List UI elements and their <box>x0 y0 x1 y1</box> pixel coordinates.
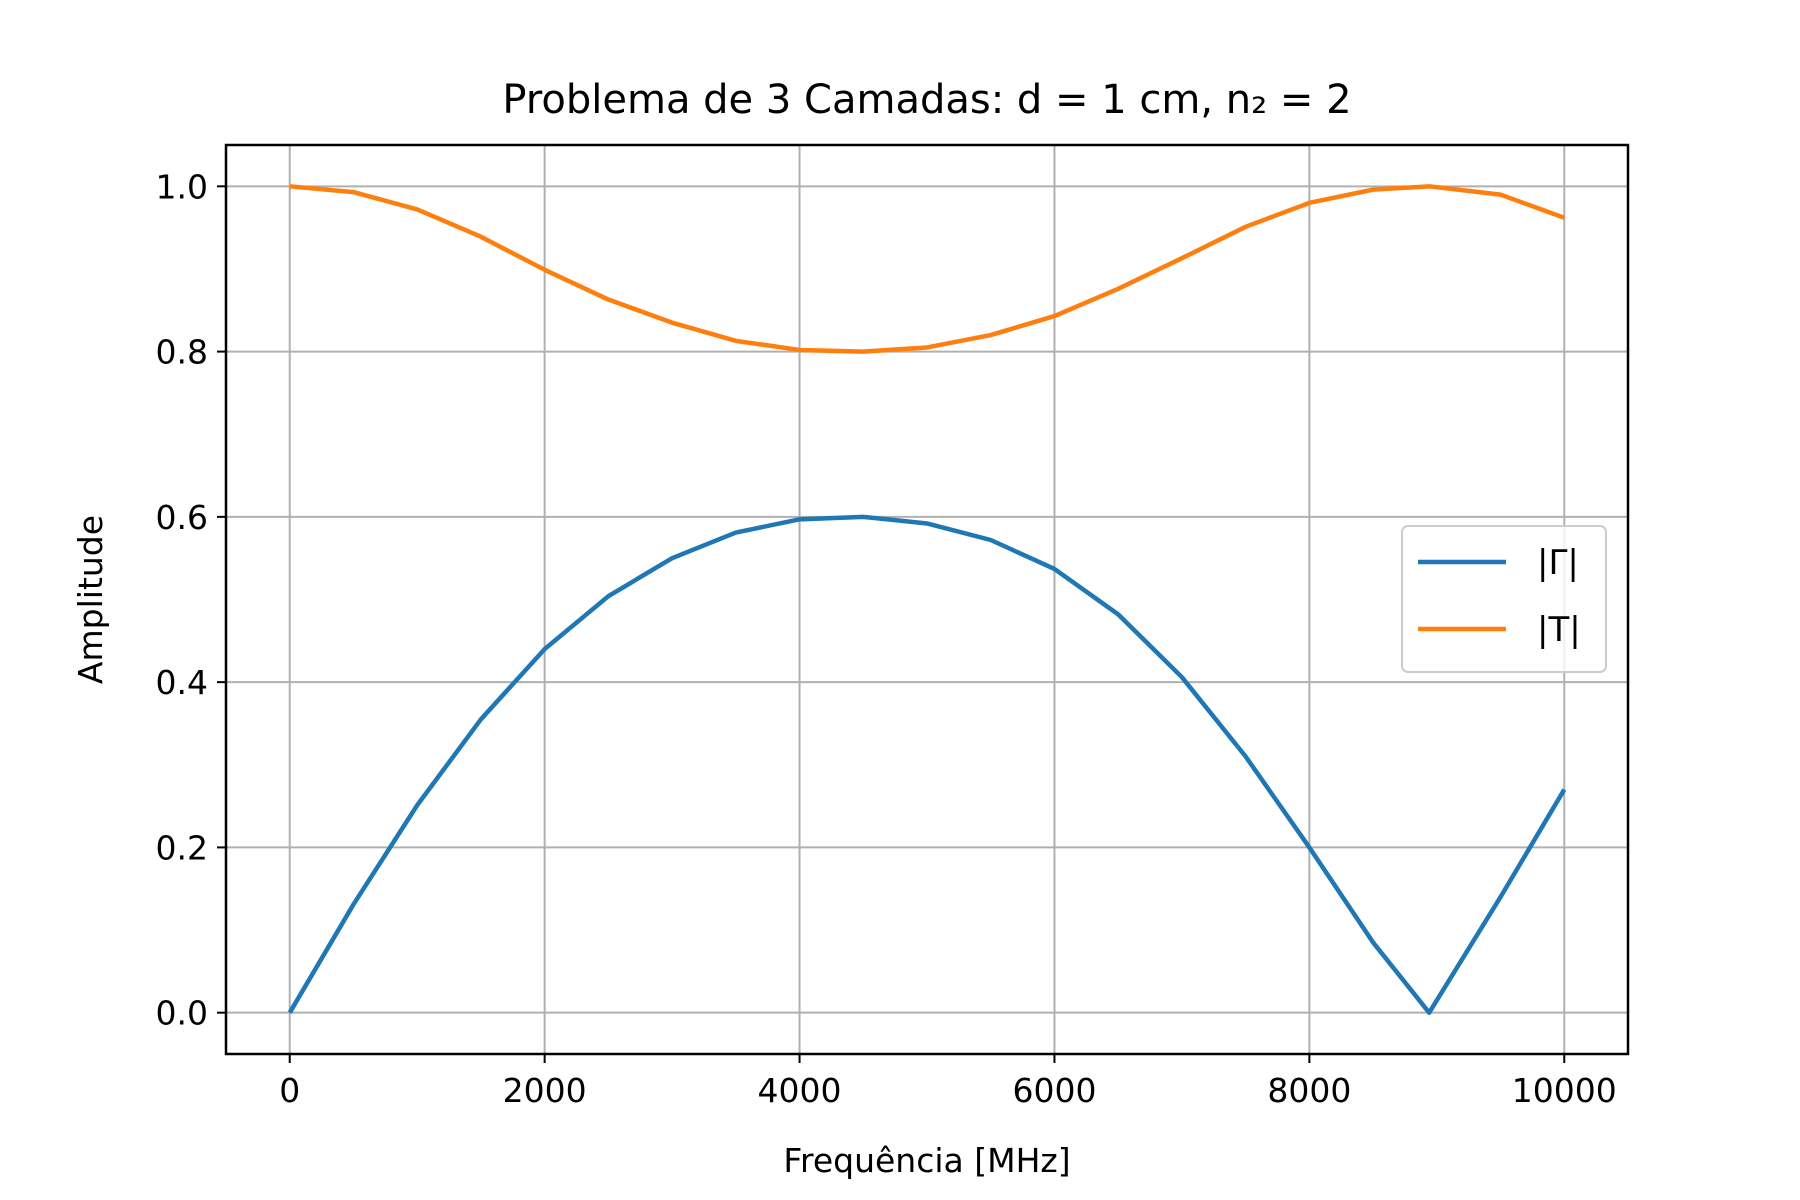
legend-label-t: |T| <box>1537 610 1581 650</box>
x-tick-label: 2000 <box>503 1071 587 1110</box>
legend-label-gamma: |Γ| <box>1537 543 1579 583</box>
x-tick-label: 0 <box>279 1071 300 1110</box>
y-tick-label: 0.0 <box>156 994 208 1033</box>
y-tick-label: 1.0 <box>156 167 208 206</box>
axis-ticks: 0 2000 4000 6000 8000 10000 0.0 0.2 0.4 0.6 0.8 1.0 <box>156 167 1617 1110</box>
series-line-1 <box>289 184 1566 354</box>
x-tick-label: 4000 <box>758 1071 842 1110</box>
y-tick-label: 0.8 <box>156 333 208 372</box>
plot-frame <box>224 143 1630 1056</box>
x-tick-label: 6000 <box>1012 1071 1096 1110</box>
y-tick-label: 0.4 <box>156 663 208 702</box>
x-axis-label: Frequência [MHz] <box>783 1141 1070 1180</box>
x-tick-label: 10000 <box>1512 1071 1617 1110</box>
legend: |Γ| |T| <box>1401 525 1607 673</box>
y-axis-label: Amplitude <box>71 515 110 684</box>
y-tick-label: 0.2 <box>156 828 208 867</box>
y-tick-label: 0.6 <box>156 498 208 537</box>
x-tick-label: 8000 <box>1267 1071 1351 1110</box>
series-lines <box>287 184 1567 1015</box>
series-line-0 <box>287 514 1567 1015</box>
chart-title: Problema de 3 Camadas: d = 1 cm, n₂ = 2 <box>502 77 1351 123</box>
